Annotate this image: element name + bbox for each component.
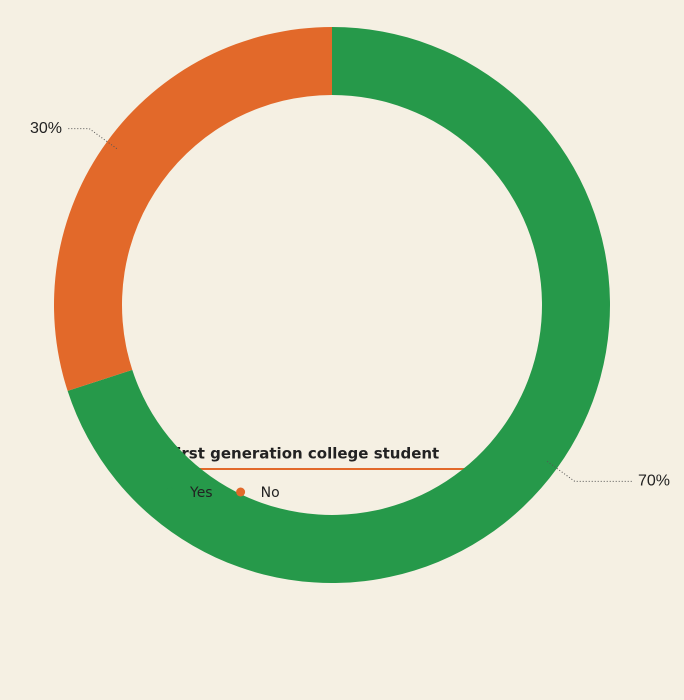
legend-label: No [261, 485, 280, 501]
leader-line [546, 460, 632, 482]
leader-line [68, 128, 118, 150]
data-label: 70% [638, 473, 670, 490]
data-label: 30% [30, 120, 62, 137]
donut-slice [53, 27, 333, 391]
legend-swatch [165, 487, 175, 497]
legend-title: First generation college student [166, 445, 439, 463]
legend-label: Yes [189, 485, 213, 501]
legend-swatch [236, 487, 246, 497]
